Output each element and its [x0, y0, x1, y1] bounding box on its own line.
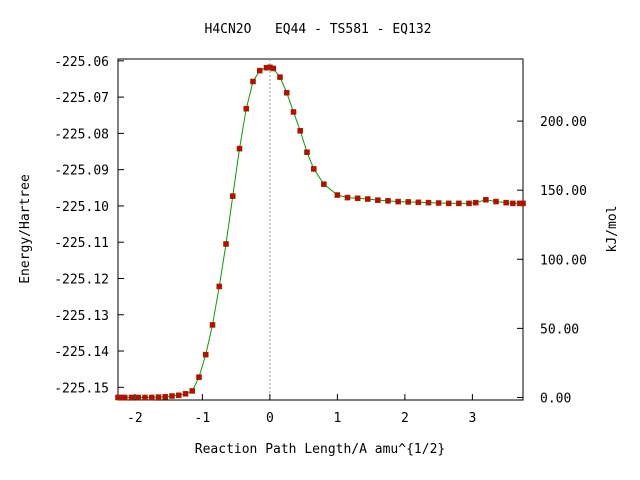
y2-tick-label: 200.00: [540, 115, 587, 130]
data-point: [290, 109, 297, 115]
data-point: [466, 200, 472, 207]
data-point: [196, 374, 202, 380]
y-tick-label: -225.11: [54, 236, 109, 251]
y2-axis-ticks: 0.00 50.00 100.00 150.00 200.00: [517, 115, 587, 406]
plot-frame: [117, 58, 524, 401]
data-point: [142, 394, 148, 401]
data-point: [493, 198, 499, 205]
x-tick-label: 3: [468, 411, 476, 426]
y-tick-label: -225.15: [54, 381, 109, 396]
data-point: [297, 128, 304, 134]
x-tick-label: -1: [195, 411, 211, 426]
y-tick-label: -225.07: [54, 91, 109, 106]
y-tick-label: -225.12: [54, 272, 109, 287]
data-point: [229, 193, 236, 199]
y-tick-label: -225.10: [54, 200, 109, 215]
data-point: [202, 351, 209, 358]
x-tick-label: 0: [266, 411, 274, 426]
y2-tick-label: 100.00: [540, 253, 587, 268]
data-point: [250, 78, 256, 85]
data-point: [175, 392, 182, 399]
data-point: [344, 194, 351, 201]
y-tick-label: -225.09: [54, 164, 109, 179]
data-point: [520, 200, 526, 207]
data-point: [456, 200, 462, 207]
data-point: [277, 74, 283, 80]
x-tick-label: 1: [333, 411, 341, 426]
data-point: [334, 192, 341, 198]
y-axis-ticks: -225.06 -225.07 -225.08 -225.09 -225.10 -225.…: [54, 55, 124, 396]
data-point: [270, 65, 277, 72]
data-point: [189, 388, 196, 394]
data-point: [216, 283, 223, 290]
y2-tick-label: 150.00: [540, 184, 587, 199]
x-tick-label: -2: [127, 411, 143, 426]
data-point: [121, 394, 128, 401]
data-point: [415, 199, 422, 206]
data-point: [354, 195, 361, 202]
data-point: [169, 393, 175, 399]
x-axis-ticks: -2 -1 0 1 2 3: [127, 394, 476, 426]
data-point: [385, 198, 391, 204]
data-point: [304, 149, 310, 156]
data-point: [182, 391, 189, 397]
energy-points: [115, 64, 526, 401]
data-point: [510, 200, 516, 207]
data-point: [483, 196, 489, 203]
data-point: [321, 181, 327, 187]
data-point: [375, 197, 381, 203]
data-point: [445, 200, 452, 207]
data-point: [209, 322, 216, 328]
data-point: [155, 394, 162, 400]
data-point: [256, 67, 263, 74]
y-tick-label: -225.14: [54, 345, 109, 360]
y-axis-label: Energy/Hartree: [18, 174, 33, 284]
y-tick-label: -225.13: [54, 309, 109, 324]
data-point: [223, 241, 229, 247]
data-point: [135, 394, 142, 401]
data-point: [472, 199, 479, 206]
data-point: [283, 89, 290, 96]
energy-curve: [118, 66, 523, 398]
x-axis-label: Reaction Path Length/A amu^{1/2}: [195, 442, 445, 457]
data-point: [425, 199, 432, 206]
data-point: [128, 394, 135, 401]
data-point: [503, 199, 509, 206]
data-point: [435, 200, 442, 206]
y-tick-label: -225.08: [54, 127, 109, 142]
chart-title: H4CN2O EQ44 - TS581 - EQ132: [205, 22, 432, 37]
y2-axis-label: kJ/mol: [605, 206, 620, 253]
x-tick-label: 2: [401, 411, 409, 426]
data-point: [236, 145, 243, 152]
y-tick-label: -225.06: [54, 55, 109, 70]
data-point: [405, 199, 412, 205]
data-point: [243, 105, 250, 112]
data-point: [364, 196, 371, 202]
data-point: [148, 394, 155, 401]
y2-tick-label: 50.00: [540, 322, 579, 337]
data-point: [395, 198, 401, 205]
data-point: [162, 393, 169, 400]
y2-tick-label: 0.00: [540, 391, 571, 406]
data-point: [310, 166, 317, 172]
